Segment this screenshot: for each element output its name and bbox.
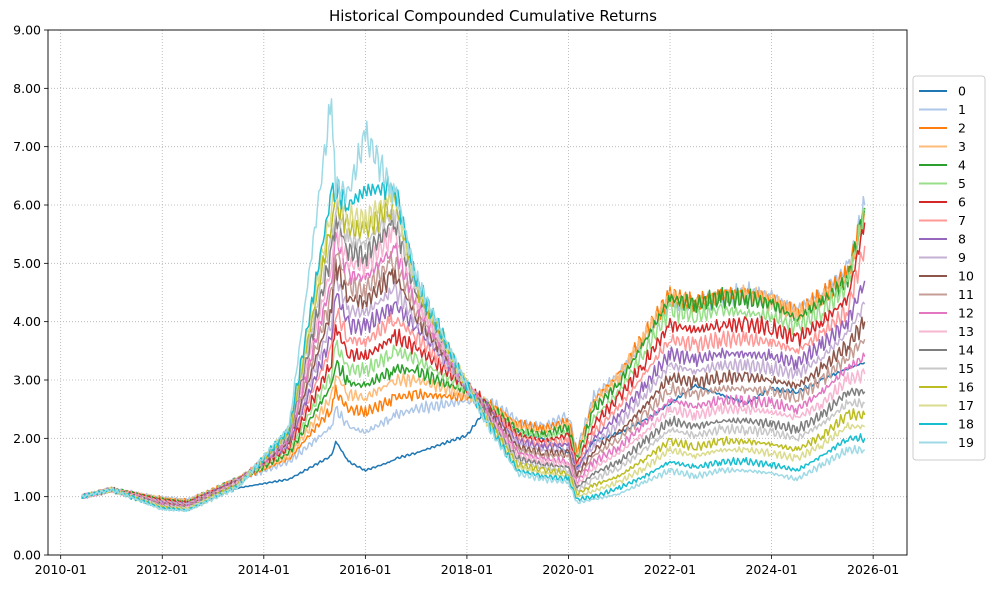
legend-label: 18 [958, 417, 974, 432]
plot-frame [47, 29, 908, 556]
series-layer [81, 98, 866, 513]
series-line-18 [81, 175, 866, 512]
legend-label: 16 [958, 380, 974, 395]
legend-label: 3 [958, 139, 966, 154]
y-tick-label: 0.00 [13, 548, 41, 563]
legend-label: 7 [958, 213, 966, 228]
y-tick-label: 5.00 [13, 256, 41, 271]
legend-label: 6 [958, 195, 966, 210]
legend-label: 11 [958, 287, 974, 302]
x-tick-label: 2026-01 [847, 562, 899, 577]
legend-label: 9 [958, 250, 966, 265]
x-tick-label: 2014-01 [238, 562, 290, 577]
series-line-12 [81, 231, 866, 509]
x-tick-label: 2020-01 [542, 562, 594, 577]
chart-title: Historical Compounded Cumulative Returns [329, 7, 657, 25]
x-tick-label: 2018-01 [441, 562, 493, 577]
y-tick-label: 3.00 [13, 373, 41, 388]
series-line-19 [81, 98, 865, 513]
axes: 0.00 1.00 2.00 3.00 4.00 5.00 6.00 7.00 8.00 9.00… [13, 23, 908, 577]
x-tick-label: 2010-01 [35, 562, 87, 577]
legend-label: 4 [958, 158, 966, 173]
y-tick-label: 1.00 [13, 489, 41, 504]
x-tick-label: 2016-01 [339, 562, 391, 577]
legend-label: 5 [958, 176, 966, 191]
legend-label: 13 [958, 324, 974, 339]
y-tick-label: 8.00 [13, 81, 41, 96]
legend-label: 10 [958, 269, 974, 284]
x-tick-label: 2022-01 [644, 562, 696, 577]
legend-label: 17 [958, 398, 974, 413]
legend-label: 8 [958, 232, 966, 247]
y-tick-label: 7.00 [13, 139, 41, 154]
y-tick-label: 6.00 [13, 198, 41, 213]
legend-label: 15 [958, 361, 974, 376]
legend-label: 19 [958, 435, 974, 450]
legend-label: 2 [958, 121, 966, 136]
legend-label: 1 [958, 102, 966, 117]
legend-box [912, 75, 986, 461]
x-tick-label: 2024-01 [745, 562, 797, 577]
x-tick-label: 2012-01 [136, 562, 188, 577]
y-tick-label: 2.00 [13, 431, 41, 446]
legend-label: 14 [958, 343, 974, 358]
y-tick-label: 4.00 [13, 314, 41, 329]
series-line-1 [81, 195, 866, 502]
legend-label: 0 [958, 84, 966, 99]
y-tick-label: 9.00 [13, 23, 41, 38]
legend-label: 12 [958, 306, 974, 321]
